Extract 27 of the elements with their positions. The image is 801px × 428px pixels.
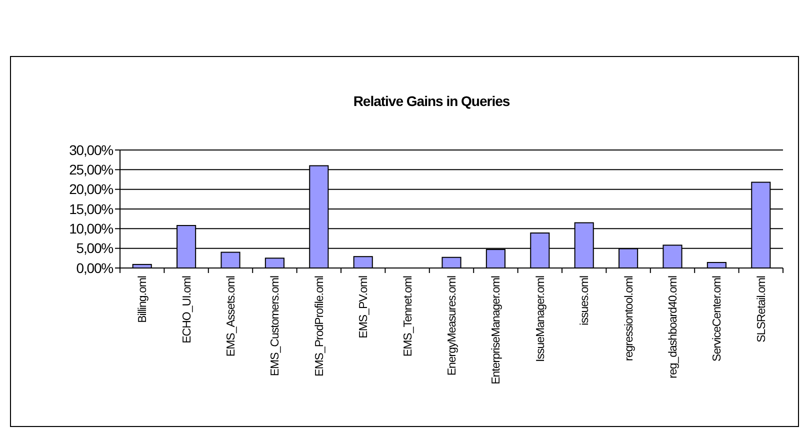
y-tick-label: 25,00% xyxy=(69,162,114,178)
bar xyxy=(264,258,284,268)
x-tick-label: EMS_Assets.oml xyxy=(226,276,238,357)
x-tick-label: reg_dashboard40.oml xyxy=(668,276,680,378)
x-tick-label: ServiceCenter.oml xyxy=(712,276,724,362)
x-tick-label: EMS_PV.oml xyxy=(358,276,370,338)
x-tick-label: ECHO_UI.oml xyxy=(181,276,194,344)
bar xyxy=(442,256,462,268)
y-tick-label: 10,00% xyxy=(69,220,114,237)
bar xyxy=(353,256,373,268)
y-tick-label: 15,00% xyxy=(69,200,114,217)
bar xyxy=(220,252,240,268)
x-tick-label: regressiontool.oml xyxy=(623,276,636,361)
x-tick-label: EnterpriseManager.oml xyxy=(490,276,503,384)
y-tick-label: 30,00% xyxy=(69,142,114,158)
y-tick-label: 20,00% xyxy=(69,181,114,198)
y-tick-label: 5,00% xyxy=(76,240,114,256)
x-tick-label: Billing.oml xyxy=(137,276,150,323)
x-tick-label: EnergyMeasures.oml xyxy=(446,276,459,376)
y-tick-label: 0,00% xyxy=(76,260,114,276)
chart-title: Relative Gains in Queries xyxy=(353,93,510,109)
x-tick-label: EMS_Customers.oml xyxy=(270,276,282,376)
x-tick-label: IssueManager.oml xyxy=(534,276,547,362)
x-tick-label: EMS_Tennet.oml xyxy=(402,276,414,357)
x-tick-label: SLSRetail.oml xyxy=(756,276,768,342)
x-tick-label: issues.oml xyxy=(579,276,592,326)
x-tick-label: EMS_ProdProfile.oml xyxy=(314,276,326,376)
